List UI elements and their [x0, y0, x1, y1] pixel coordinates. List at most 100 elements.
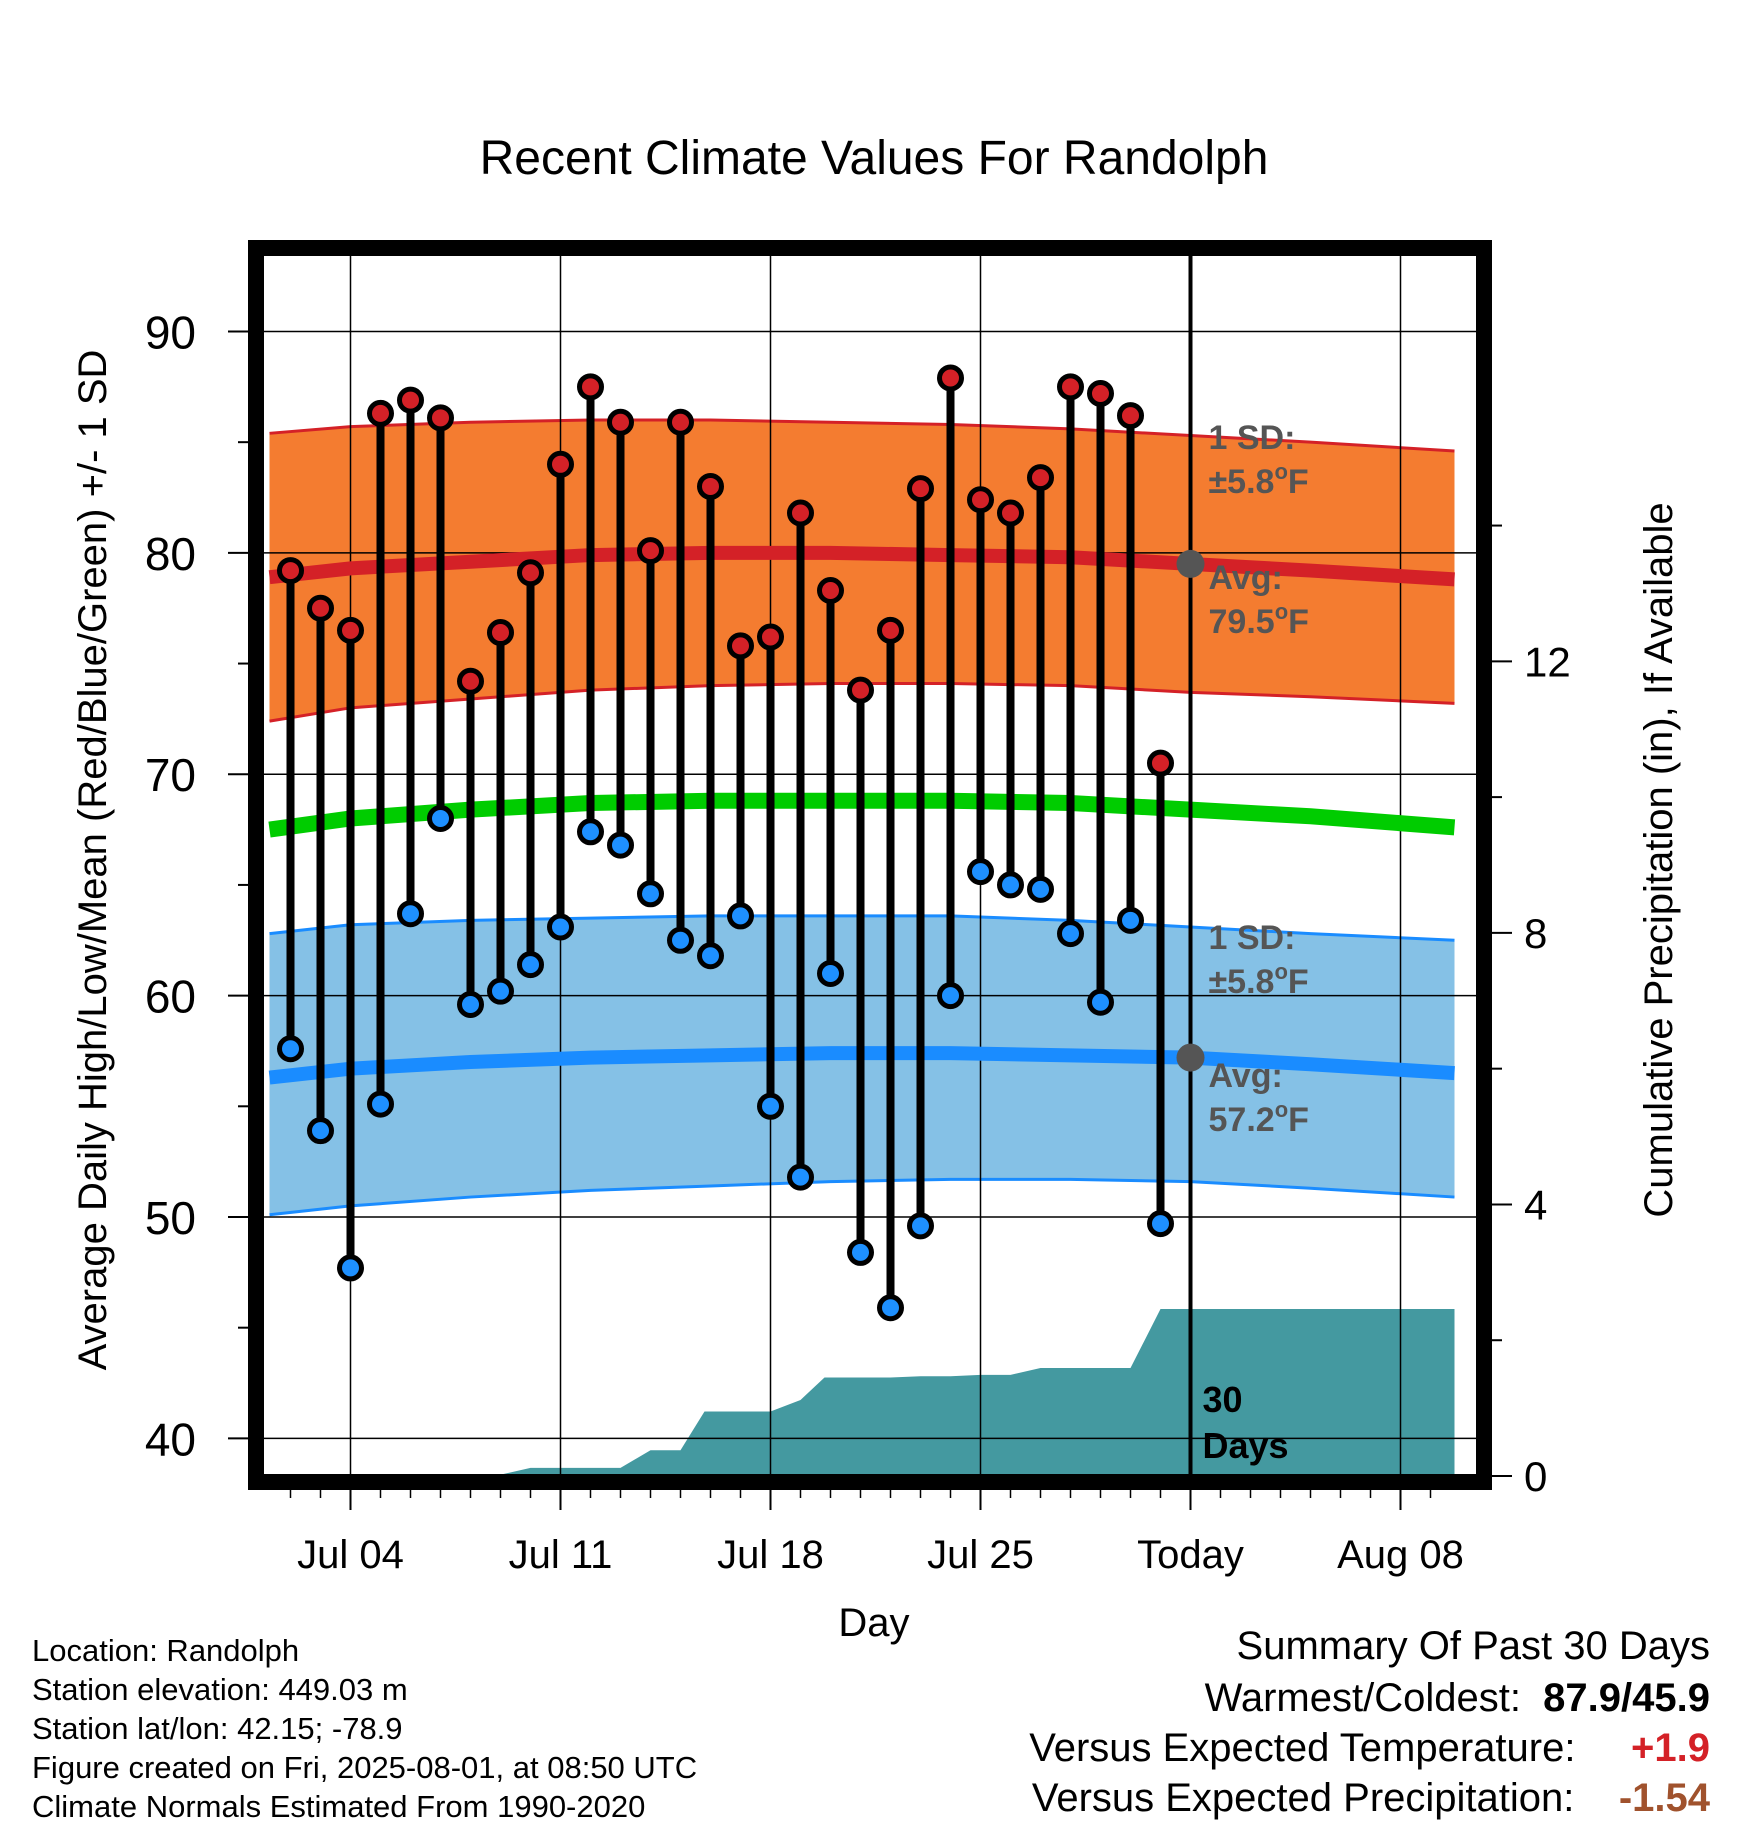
daily-low-point	[787, 1163, 814, 1191]
low-avg-value-degree: o	[1275, 1097, 1288, 1122]
summary-temperature: Versus Expected Temperature: +1.9	[1029, 1726, 1710, 1771]
summary-warm-cold-value: 87.9/45.9	[1543, 1676, 1710, 1720]
high-sd-value-unit: F	[1288, 463, 1309, 501]
daily-low-point	[757, 1092, 784, 1120]
today-high-avg-marker	[1176, 549, 1205, 578]
daily-high-point	[727, 632, 754, 660]
daily-low-point	[397, 900, 424, 928]
precip-area	[269, 1308, 1455, 1476]
daily-low-point	[487, 977, 514, 1005]
high-avg-value-degree: o	[1275, 599, 1288, 624]
footer-elevation: Station elevation: 449.03 m	[32, 1672, 408, 1707]
daily-high-point	[1087, 379, 1114, 407]
daily-high-point	[397, 386, 424, 414]
daily-low-point	[967, 858, 994, 886]
y-tick-label: 60	[145, 971, 196, 1023]
daily-high-point	[1057, 373, 1084, 401]
low-avg-value: 57.2oF	[1209, 1097, 1309, 1139]
high-sd-value-degree: o	[1274, 459, 1287, 484]
daily-low-point	[937, 982, 964, 1010]
high-sd-label: 1 SD:	[1209, 419, 1296, 457]
precip-label-30: 30	[1203, 1379, 1243, 1420]
y-tick-label: 70	[145, 749, 196, 801]
daily-low-point	[1147, 1210, 1174, 1238]
summary-precipitation: Versus Expected Precipitation: -1.54	[1032, 1776, 1710, 1821]
daily-low-point	[1087, 988, 1114, 1016]
low-sd-value-value: ±5.8	[1209, 963, 1275, 1001]
daily-high-point	[877, 616, 904, 644]
low-avg-value-unit: F	[1288, 1101, 1309, 1139]
x-tick-label: Jul 25	[927, 1533, 1034, 1577]
daily-low-point	[1057, 920, 1084, 948]
high-sd-value: ±5.8oF	[1209, 459, 1309, 501]
daily-high-point	[547, 450, 574, 478]
summary-warm-cold: Warmest/Coldest: 87.9/45.9	[1205, 1676, 1710, 1721]
daily-low-point	[847, 1238, 874, 1266]
low-sd-value-degree: o	[1274, 959, 1287, 984]
daily-low-point	[517, 951, 544, 979]
summary-precip-value: -1.54	[1618, 1776, 1710, 1820]
x-axis-label: Day	[838, 1601, 909, 1645]
daily-high-point	[847, 676, 874, 704]
daily-high-point	[937, 364, 964, 392]
footer-normals: Climate Normals Estimated From 1990-2020	[32, 1789, 646, 1824]
daily-high-point	[1027, 464, 1054, 492]
daily-high-point	[1147, 749, 1174, 777]
daily-high-point	[277, 557, 304, 585]
y-tick-label: 50	[145, 1192, 196, 1244]
daily-high-point	[817, 576, 844, 604]
low-sd-lower-line	[269, 1177, 1455, 1217]
daily-low-point	[667, 926, 694, 954]
daily-low-point	[367, 1090, 394, 1118]
y2-tick-label: 4	[1524, 1181, 1547, 1228]
y2-tick-label: 12	[1524, 638, 1571, 685]
chart-title: Recent Climate Values For Randolph	[480, 132, 1269, 185]
daily-high-point	[1117, 402, 1144, 430]
daily-low-point	[637, 880, 664, 908]
low-avg-label: Avg:	[1209, 1057, 1283, 1095]
y2-tick-label: 8	[1524, 910, 1547, 957]
daily-high-point	[967, 486, 994, 514]
daily-low-point	[1117, 906, 1144, 934]
footer-created: Figure created on Fri, 2025-08-01, at 08…	[32, 1750, 698, 1785]
high-avg-label: Avg:	[1209, 559, 1283, 597]
daily-low-point	[877, 1294, 904, 1322]
low-sd-value-unit: F	[1288, 963, 1309, 1001]
low-avg-line	[268, 1046, 1455, 1085]
daily-high-point	[487, 619, 514, 647]
daily-high-point	[697, 472, 724, 500]
low-sd-value: ±5.8oF	[1209, 959, 1309, 1001]
daily-low-point	[607, 831, 634, 859]
footer-location: Location: Randolph	[32, 1633, 300, 1668]
daily-low-point	[307, 1117, 334, 1145]
daily-low-point	[547, 913, 574, 941]
daily-high-point	[757, 623, 784, 651]
summary-warm-cold-label: Warmest/Coldest:	[1204, 1676, 1521, 1720]
x-tick-label: Jul 18	[717, 1533, 824, 1577]
summary-temp-value: +1.9	[1631, 1726, 1710, 1770]
daily-high-point	[787, 499, 814, 527]
daily-low-point	[817, 959, 844, 987]
daily-low-point	[427, 805, 454, 833]
summary-precip-label: Versus Expected Precipitation:	[1031, 1776, 1575, 1820]
y-tick-label: 80	[145, 528, 196, 580]
daily-high-point	[577, 373, 604, 401]
x-tick-label: Jul 11	[509, 1533, 613, 1577]
plot-frame	[248, 240, 1492, 1490]
daily-high-point	[307, 594, 334, 622]
high-avg-value: 79.5oF	[1209, 599, 1309, 641]
low-sd-label: 1 SD:	[1209, 919, 1296, 957]
high-avg-value-value: 79.5	[1209, 603, 1275, 641]
x-tick-label: Aug 08	[1337, 1533, 1464, 1577]
daily-low-point	[1027, 875, 1054, 903]
footer-latlon: Station lat/lon: 42.15; -78.9	[32, 1711, 403, 1746]
y-tick-label: 90	[145, 306, 196, 358]
daily-high-point	[607, 408, 634, 436]
daily-high-point	[667, 408, 694, 436]
daily-low-point	[727, 902, 754, 930]
daily-low-point	[337, 1254, 364, 1282]
daily-high-point	[907, 475, 934, 503]
